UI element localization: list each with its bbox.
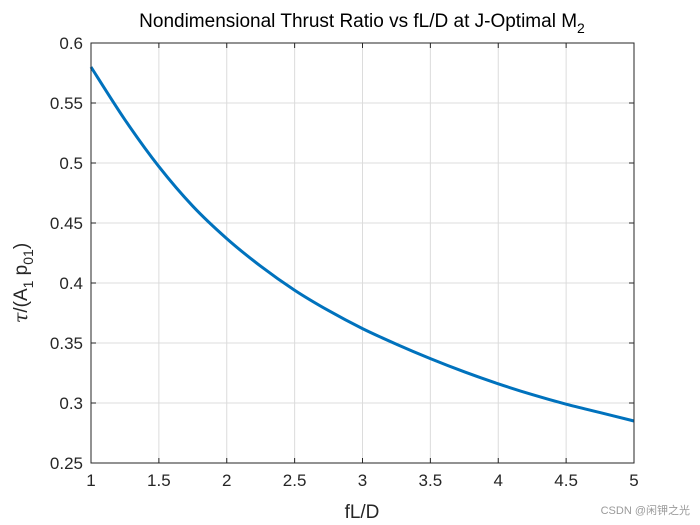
y-tick-label: 0.45 xyxy=(50,214,83,233)
chart-title: Nondimensional Thrust Ratio vs fL/D at J… xyxy=(139,11,585,36)
x-tick-label: 1 xyxy=(86,471,95,490)
chart-title-main: Nondimensional Thrust Ratio vs fL/D at J… xyxy=(139,11,577,32)
y-tick-label: 0.5 xyxy=(59,154,83,173)
watermark-text: CSDN @闲钾之光 xyxy=(601,503,690,517)
x-tick-label: 4.5 xyxy=(554,471,578,490)
y-tick-label: 0.6 xyxy=(59,34,83,53)
x-tick-label: 2.5 xyxy=(283,471,307,490)
y-axis-label-part2: p xyxy=(11,265,32,281)
x-tick-label: 2 xyxy=(222,471,231,490)
y-tick-label: 0.4 xyxy=(59,274,83,293)
x-tick-label: 5 xyxy=(629,471,638,490)
y-axis-label: τ/(A1 p01) xyxy=(10,243,36,323)
y-axis-label-sub2: 01 xyxy=(20,249,36,265)
x-tick-label: 3 xyxy=(358,471,367,490)
x-tick-label: 3.5 xyxy=(419,471,443,490)
series-layer xyxy=(89,66,635,423)
y-tick-labels: 0.25 0.3 0.35 0.4 0.45 0.5 0.55 0.6 xyxy=(50,34,83,473)
y-axis-label-part1: /(A xyxy=(11,288,32,313)
x-tick-labels: 1 1.5 2 2.5 3 3.5 4 4.5 5 xyxy=(86,471,638,490)
x-axis-label: fL/D xyxy=(345,502,380,523)
x-tick-label: 1.5 xyxy=(147,471,171,490)
y-axis-label-part3: ) xyxy=(11,243,32,249)
y-axis-label-tau: τ xyxy=(10,312,32,323)
y-tick-label: 0.35 xyxy=(50,334,83,353)
series-line xyxy=(89,66,635,423)
chart-title-subscript: 2 xyxy=(577,20,585,36)
tick-marks xyxy=(90,42,635,464)
y-tick-label: 0.3 xyxy=(59,394,83,413)
y-axis-label-sub1: 1 xyxy=(20,280,36,288)
y-tick-label: 0.55 xyxy=(50,94,83,113)
y-tick-label: 0.25 xyxy=(50,454,83,473)
x-tick-label: 4 xyxy=(494,471,503,490)
